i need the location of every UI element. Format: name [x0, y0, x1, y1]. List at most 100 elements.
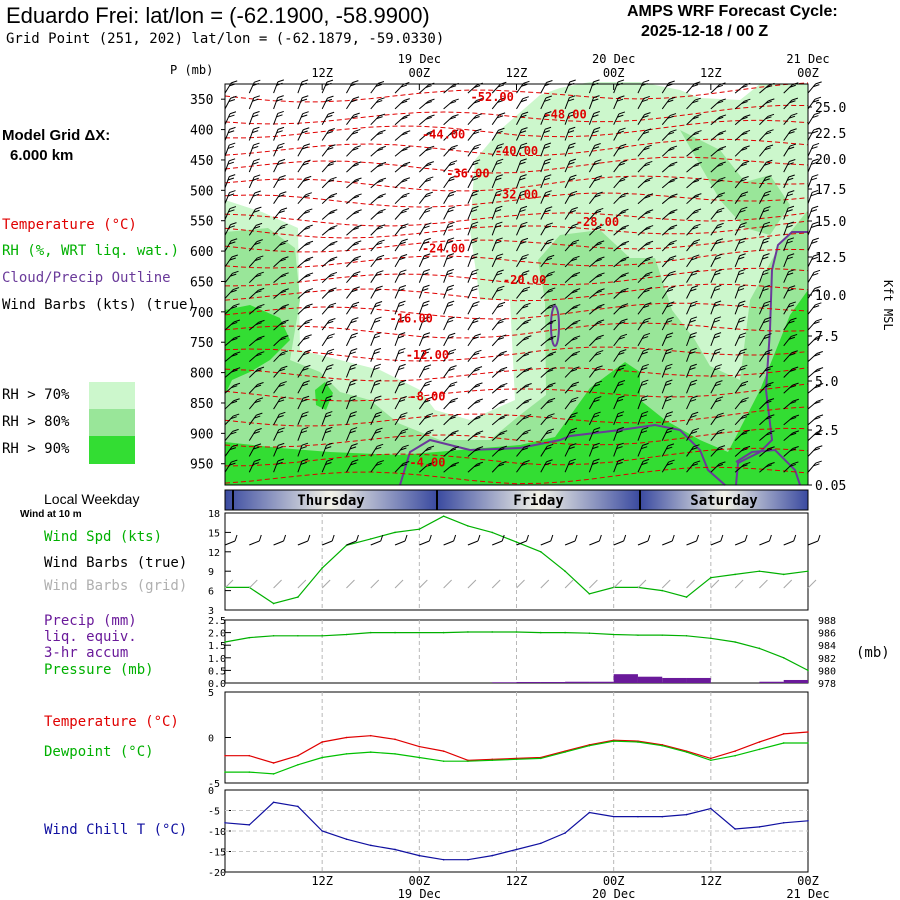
- wind-barb-staff: [588, 193, 598, 204]
- wind-barb-flag: [768, 446, 775, 450]
- wind-chill-line-point: [248, 824, 251, 826]
- wind-barb-staff: [613, 305, 623, 315]
- wind-barb-flag: [692, 148, 700, 152]
- wind-barb-flag: [306, 240, 314, 244]
- wind-barb-staff: [588, 352, 598, 362]
- wind-barb-flag: [520, 257, 527, 261]
- wind-barb-flag: [473, 368, 480, 372]
- dewpoint-line-point: [612, 740, 615, 742]
- wind-barb-flag: [812, 158, 819, 162]
- wind-barb-flag: [301, 383, 309, 387]
- sfc-wind-barb-flag: [623, 534, 627, 542]
- wind-barb-flag: [522, 353, 530, 357]
- wind-barb-flag: [446, 256, 453, 260]
- wind-barb-staff: [710, 100, 721, 110]
- wind-barb-flag: [374, 414, 381, 418]
- wind-barb-staff: [540, 461, 547, 473]
- wind-chill-line-point: [588, 811, 591, 814]
- wind-barb-flag: [256, 397, 264, 401]
- wind-barb-staff: [297, 178, 306, 189]
- wind-barb-staff: [370, 446, 378, 457]
- wind-barb-flag: [691, 84, 699, 88]
- wind-barb-flag: [523, 460, 530, 464]
- wind-barb-flag: [525, 398, 532, 402]
- wind-barb-flag: [764, 147, 771, 151]
- wind-barb-flag: [715, 269, 722, 273]
- wind-barb-flag: [255, 222, 263, 226]
- wind-barb-flag: [667, 316, 674, 320]
- wind-barb-flag: [252, 177, 259, 181]
- wind-barb-flag: [350, 462, 357, 466]
- wind-barb-flag: [328, 274, 335, 278]
- wind-barb-flag: [643, 147, 650, 151]
- grid-wind-barb: [418, 579, 428, 589]
- wind-barb-flag: [546, 384, 554, 388]
- wind-barb-flag: [376, 148, 384, 152]
- wind-barb-flag: [450, 365, 457, 369]
- wind-barb-flag: [689, 351, 696, 355]
- wind-barb-flag: [355, 224, 362, 228]
- sfc-wind-barb-flag: [380, 534, 384, 542]
- wind-barb-flag: [230, 305, 238, 309]
- wind-barb-flag: [739, 194, 747, 198]
- wind-barb-staff: [248, 144, 254, 157]
- wind-barb-flag: [646, 225, 654, 229]
- wind-barb-flag: [376, 285, 383, 289]
- wind-barb-flag: [326, 395, 333, 399]
- wind-barb-flag: [424, 399, 431, 403]
- wind-barb-flag: [425, 464, 432, 468]
- wind-barb-flag: [763, 221, 771, 225]
- wind-barb-flag: [447, 284, 455, 288]
- temperature-line-point: [418, 745, 421, 748]
- wind-barb-staff: [394, 148, 405, 157]
- wind-barb-staff: [297, 305, 307, 315]
- wind-barb-flag: [694, 223, 701, 227]
- wind-barb-flag: [233, 398, 240, 402]
- weekday-name: Thursday: [297, 493, 365, 509]
- wind-barb-flag: [593, 458, 600, 462]
- wind-barb-staff: [588, 460, 594, 473]
- wind-barb-flag: [544, 225, 552, 229]
- dewpoint-line-point: [394, 753, 396, 755]
- wind-barb-flag: [306, 208, 313, 212]
- wind-barb-flag: [329, 144, 336, 148]
- wind-barb-flag: [786, 256, 793, 260]
- wind-barb-flag: [399, 257, 406, 261]
- wind-barb-flag: [569, 142, 576, 146]
- wind-barb-staff: [686, 446, 694, 457]
- wind-barb-staff: [224, 305, 234, 315]
- wind-barb-flag: [303, 194, 310, 198]
- wind-barb-staff: [759, 100, 769, 110]
- wind-barb-flag: [425, 448, 432, 452]
- wind-barb-staff: [588, 113, 595, 125]
- wind-barb-flag: [399, 285, 407, 288]
- wind-barb-flag: [471, 304, 478, 308]
- top-time-tick: 12Z: [311, 66, 333, 80]
- wind-barb-flag: [470, 256, 478, 260]
- wind-barb-staff: [345, 429, 352, 441]
- wind-barb-flag: [376, 100, 383, 103]
- wind-barb-staff: [370, 303, 377, 315]
- wind-barb-flag: [257, 255, 264, 259]
- wind-barb-flag: [694, 208, 702, 212]
- wind-barb-staff: [297, 413, 304, 426]
- wind-barb-flag: [280, 191, 287, 195]
- wind-barb-flag: [496, 115, 504, 119]
- wind-barb-flag: [549, 319, 557, 323]
- wind-barb-staff: [589, 258, 599, 268]
- wind-barb-staff: [394, 414, 402, 426]
- wind-barb-staff: [297, 429, 303, 441]
- wind-barb-flag: [496, 174, 503, 178]
- wind-barb-staff: [418, 318, 425, 331]
- wind-barb-flag: [643, 348, 650, 352]
- wind-barb-flag: [398, 272, 405, 276]
- wind-barb-flag: [278, 142, 285, 146]
- wind-barb-staff: [321, 146, 330, 157]
- wind-barb-flag: [401, 132, 408, 136]
- wind-speed-line-point: [685, 596, 688, 598]
- wind-barb-flag: [231, 353, 238, 357]
- isotherm-label: -16.00: [390, 312, 433, 326]
- pressure-line-point: [782, 657, 785, 659]
- wind-barb-flag: [740, 432, 748, 436]
- wind-barb-staff: [443, 239, 449, 252]
